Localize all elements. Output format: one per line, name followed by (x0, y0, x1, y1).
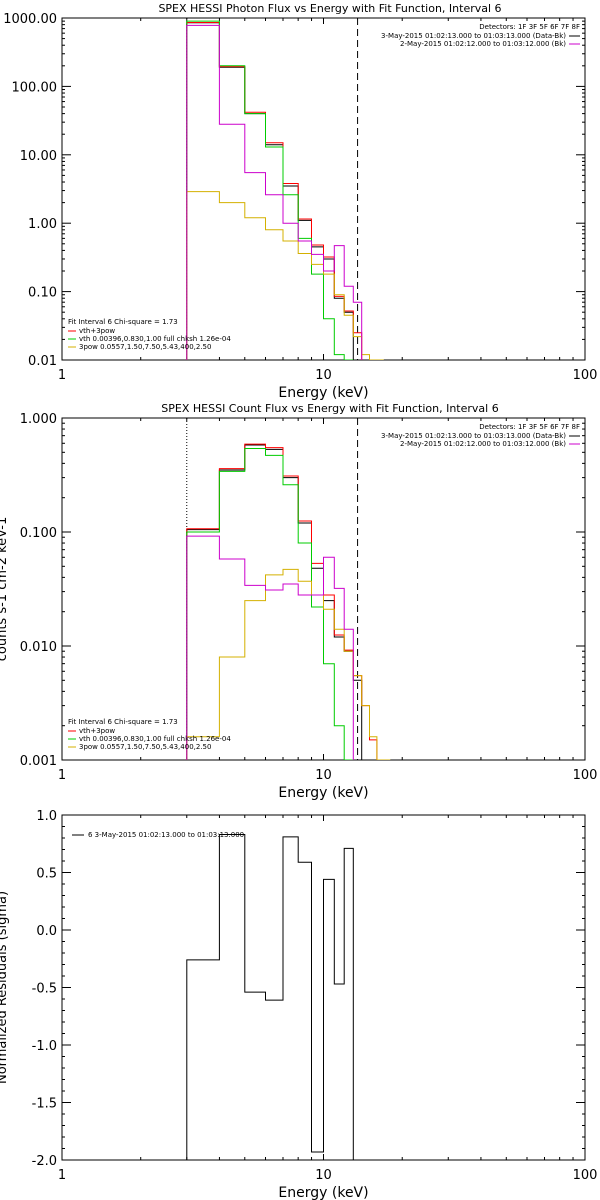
series-line-4 (186, 535, 354, 760)
series-line-3 (186, 568, 391, 760)
series-line-0 (186, 444, 363, 760)
x-tick-label: 10 (315, 368, 332, 383)
series-line-2 (186, 448, 354, 760)
series-line-4 (186, 24, 363, 360)
plot-area (186, 18, 384, 360)
legend-entry: 2-May-2015 01:02:12.000 to 01:03:12.000 … (400, 40, 566, 48)
x-axis-label: Energy (keV) (278, 785, 368, 801)
x-tick-label: 100 (573, 1168, 598, 1183)
photon-flux-panel: SPEX HESSI Photon Flux vs Energy with Fi… (3, 2, 597, 401)
x-tick-label: 1 (58, 368, 66, 383)
y-tick-label: 0.0 (36, 924, 57, 939)
plot-area (186, 834, 354, 1160)
y-axis-label: Normalized Residuals (sigma) (0, 891, 10, 1084)
y-axis-label: counts s-1 cm-2 keV-1 (0, 517, 10, 662)
y-tick-label: 1.00 (28, 217, 57, 232)
legend-entry: vth 0.00396,0.830,1.00 full chksh 1.26e-… (79, 335, 231, 343)
y-tick-label: 0.100 (20, 526, 57, 541)
y-tick-label: 0.010 (20, 640, 57, 655)
legend-header: Fit Interval 6 Chi-square = 1.73 (68, 318, 178, 326)
y-tick-label: 0.001 (20, 754, 57, 769)
x-tick-label: 10 (315, 768, 332, 783)
y-tick-label: 1.0 (36, 809, 57, 824)
x-axis-label: Energy (keV) (278, 1185, 368, 1200)
y-tick-label: -2.0 (32, 1154, 57, 1169)
residuals-panel: 1 10 100 Energy (keV) -2.0 -1.5 -1.0 -0.5 0.0 0.5… (0, 809, 597, 1200)
legend-header: Detectors: 1F 3F 5F 6F 7F 8F (479, 423, 580, 431)
x-tick-label: 100 (573, 368, 598, 383)
photon-flux-title: SPEX HESSI Photon Flux vs Energy with Fi… (158, 2, 501, 15)
legend-entry: 2-May-2015 01:02:12.000 to 01:03:12.000 … (400, 440, 566, 448)
series-line-1 (186, 22, 363, 360)
legend-entry: 3pow 0.0557,1.50,7.50,5.43,400,2.50 (79, 343, 211, 351)
x-tick-label: 100 (573, 768, 598, 783)
legend-entry: 6 3-May-2015 01:02:13.000 to 01:03:13.00… (88, 831, 244, 839)
legend-entry: vth+3pow (79, 727, 115, 735)
count-flux-title: SPEX HESSI Count Flux vs Energy with Fit… (161, 402, 498, 415)
y-tick-label: 10.00 (20, 149, 57, 164)
x-tick-label: 1 (58, 1168, 66, 1183)
series-line-2 (186, 20, 354, 360)
y-tick-label: 100.00 (12, 80, 58, 95)
legend-entry: 3-May-2015 01:02:13.000 to 01:03:13.000 … (381, 432, 566, 440)
x-tick-label: 10 (315, 1168, 332, 1183)
y-tick-label: 0.5 (36, 867, 57, 882)
series-line-0 (186, 834, 354, 1160)
y-tick-label: 1.000 (20, 412, 57, 427)
legend-entry: 3-May-2015 01:02:13.000 to 01:03:13.000 … (381, 32, 566, 40)
y-tick-label: 0.01 (28, 354, 57, 369)
legend-header: Detectors: 1F 3F 5F 6F 7F 8F (479, 23, 580, 31)
plot-area (186, 418, 391, 760)
x-axis-label: Energy (keV) (278, 385, 368, 401)
legend-entry: vth 0.00396,0.830,1.00 full chksh 1.26e-… (79, 735, 231, 743)
x-tick-label: 1 (58, 768, 66, 783)
y-tick-label: -1.0 (32, 1039, 57, 1054)
legend-header: Fit Interval 6 Chi-square = 1.73 (68, 718, 178, 726)
legend-entry: 3pow 0.0557,1.50,7.50,5.43,400,2.50 (79, 743, 211, 751)
y-tick-label: 0.10 (28, 286, 57, 301)
series-line-1 (186, 443, 378, 760)
count-flux-panel: SPEX HESSI Count Flux vs Energy with Fit… (0, 402, 597, 801)
y-tick-label: 1000.00 (3, 12, 57, 27)
legend-entry: vth+3pow (79, 327, 115, 335)
y-tick-label: -1.5 (32, 1097, 57, 1112)
y-tick-label: -0.5 (32, 982, 57, 997)
